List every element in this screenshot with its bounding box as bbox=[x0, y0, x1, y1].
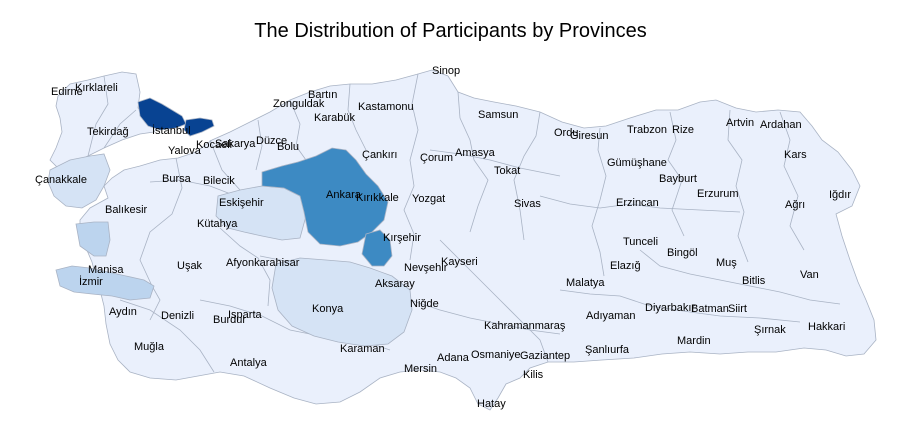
label-karabuk: Karabük bbox=[314, 112, 355, 124]
label-eskisehir: Eskişehir bbox=[219, 197, 264, 209]
label-istanbul: İstanbul bbox=[152, 124, 191, 137]
province-izmir-area bbox=[55, 265, 155, 301]
label-yozgat: Yozgat bbox=[412, 193, 445, 205]
label-igdir: Iğdır bbox=[829, 189, 851, 201]
label-van: Van bbox=[800, 269, 819, 281]
label-mus: Muş bbox=[716, 257, 737, 269]
label-samsun: Samsun bbox=[478, 109, 518, 121]
label-nevsehir: Nevşehir bbox=[404, 262, 448, 274]
label-edirne: Edirne bbox=[51, 86, 83, 98]
label-kars: Kars bbox=[784, 149, 807, 161]
province-kirsehir-area bbox=[361, 229, 393, 267]
label-aksaray: Aksaray bbox=[375, 278, 415, 290]
label-batman: Batman bbox=[691, 303, 729, 315]
label-bitlis: Bitlis bbox=[742, 275, 766, 287]
label-kahramanmaras: Kahramanmaraş bbox=[484, 320, 566, 332]
label-usak: Uşak bbox=[177, 260, 203, 272]
label-nigde: Niğde bbox=[410, 298, 439, 310]
label-gaziantep: Gaziantep bbox=[520, 350, 570, 362]
label-kirsehir: Kırşehir bbox=[383, 232, 421, 244]
label-kastamonu: Kastamonu bbox=[358, 101, 414, 113]
label-kutahya: Kütahya bbox=[197, 218, 238, 230]
province-labels: Sinop Edirne Kırklareli Bartın Kastamonu… bbox=[35, 65, 851, 410]
label-isparta: Isparta bbox=[228, 309, 263, 321]
label-afyonkarahisar: Afyonkarahisar bbox=[226, 257, 300, 269]
label-kayseri: Kayseri bbox=[441, 256, 478, 268]
label-erzurum: Erzurum bbox=[697, 188, 739, 200]
label-erzincan: Erzincan bbox=[616, 197, 659, 209]
label-agri: Ağrı bbox=[785, 199, 805, 211]
map-title: The Distribution of Participants by Prov… bbox=[254, 20, 647, 42]
label-kocaeli: Kocaeli bbox=[196, 139, 232, 151]
label-yalova: Yalova bbox=[168, 145, 202, 157]
label-sanliurfa: Şanlıurfa bbox=[585, 344, 630, 356]
label-bursa: Bursa bbox=[162, 173, 192, 185]
label-kilis: Kilis bbox=[523, 369, 544, 381]
label-duzce: Düzce bbox=[256, 135, 287, 147]
label-osmaniye: Osmaniye bbox=[471, 349, 521, 361]
label-burdur: Burdur bbox=[213, 314, 246, 326]
label-manisa: Manisa bbox=[88, 264, 124, 276]
label-denizli: Denizli bbox=[161, 310, 194, 322]
label-kirklareli: Kırklareli bbox=[75, 82, 118, 94]
label-diyarbakir: Diyarbakır bbox=[645, 302, 695, 314]
thrace-landmass bbox=[49, 71, 161, 169]
label-elazig: Elazığ bbox=[610, 260, 641, 272]
label-mersin: Mersin bbox=[404, 363, 437, 375]
province-ankara-area bbox=[261, 147, 389, 247]
label-canakkale: Çanakkale bbox=[35, 174, 87, 186]
label-sakarya: Sakarya bbox=[215, 138, 256, 150]
label-antalya: Antalya bbox=[230, 357, 268, 369]
label-balikesir: Balıkesir bbox=[105, 204, 148, 216]
label-bolu: Bolu bbox=[277, 141, 299, 153]
anatolia-landmass bbox=[79, 69, 877, 411]
label-karaman: Karaman bbox=[340, 343, 385, 355]
label-kirikkale: Kırıkkale bbox=[356, 192, 399, 204]
label-mardin: Mardin bbox=[677, 335, 711, 347]
label-bingol: Bingöl bbox=[667, 247, 698, 259]
label-bartin: Bartın bbox=[308, 89, 337, 101]
label-gumushane: Gümüşhane bbox=[607, 157, 667, 169]
label-izmir: İzmir bbox=[79, 275, 103, 288]
label-konya: Konya bbox=[312, 303, 344, 315]
label-corum: Çorum bbox=[420, 152, 453, 164]
label-ankara: Ankara bbox=[326, 189, 362, 201]
label-tunceli: Tunceli bbox=[623, 236, 658, 248]
label-mugla: Muğla bbox=[134, 341, 165, 353]
label-amasya: Amasya bbox=[455, 147, 496, 159]
province-kocaeli-area bbox=[183, 117, 215, 137]
label-rize: Rize bbox=[672, 124, 694, 136]
label-aydin: Aydın bbox=[109, 306, 137, 318]
label-sirnak: Şırnak bbox=[754, 324, 786, 336]
label-tekirdag: Tekirdağ bbox=[87, 126, 129, 138]
label-hakkari: Hakkari bbox=[808, 321, 845, 333]
label-cankiri: Çankırı bbox=[362, 149, 397, 161]
label-ardahan: Ardahan bbox=[760, 119, 802, 131]
province-manisa-area bbox=[75, 221, 111, 257]
label-adiyaman: Adıyaman bbox=[586, 310, 636, 322]
label-trabzon: Trabzon bbox=[627, 124, 667, 136]
label-giresun: Giresun bbox=[570, 130, 609, 142]
label-bilecik: Bilecik bbox=[203, 175, 235, 187]
province-konya-area bbox=[271, 257, 413, 347]
label-malatya: Malatya bbox=[566, 277, 605, 289]
label-sinop: Sinop bbox=[432, 65, 460, 77]
label-hatay: Hatay bbox=[477, 398, 506, 410]
label-adana: Adana bbox=[437, 352, 470, 364]
label-siirt: Siirt bbox=[728, 303, 747, 315]
label-bayburt: Bayburt bbox=[659, 173, 697, 185]
label-tokat: Tokat bbox=[494, 165, 520, 177]
label-artvin: Artvin bbox=[726, 117, 754, 129]
label-zonguldak: Zonguldak bbox=[273, 98, 325, 110]
province-canakkale-area bbox=[47, 153, 111, 209]
label-ordu: Ordu bbox=[554, 127, 578, 139]
label-sivas: Sivas bbox=[514, 198, 541, 210]
